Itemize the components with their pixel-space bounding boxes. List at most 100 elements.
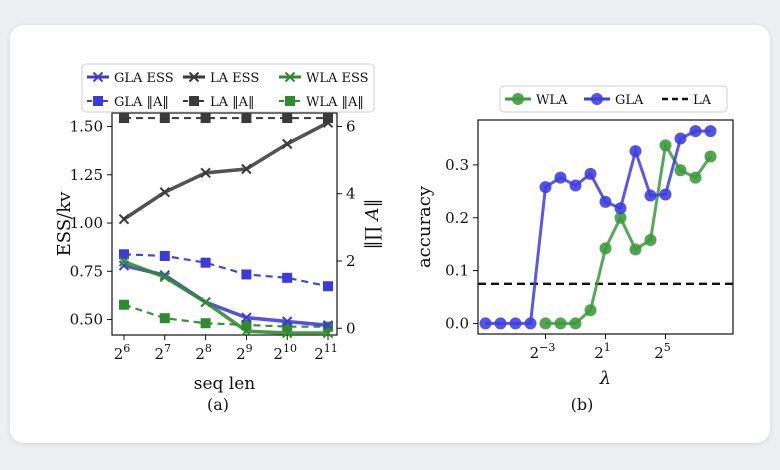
data-point: [539, 317, 552, 330]
panel-b: 0.0 0.1 0.2 0.3 2−3 21 25 λ accuracy (b) WLA GLA LA: [414, 85, 734, 414]
data-point: [282, 321, 293, 332]
y-tick-label: 1.25: [70, 166, 103, 184]
data-point: [159, 250, 170, 261]
y-tick-label: 0.2: [445, 209, 469, 227]
data-point: [509, 317, 522, 330]
series-gla-a: [119, 249, 333, 292]
data-point: [569, 317, 582, 330]
y-tick-label: 1.00: [70, 214, 103, 232]
x-tick-label: 211: [314, 342, 338, 363]
data-point: [674, 164, 687, 177]
y-right-tick-label: 0: [346, 319, 356, 337]
plot-frame: [477, 119, 734, 335]
data-point: [119, 113, 129, 124]
data-point: [241, 312, 252, 323]
y-tick-label: 0.3: [445, 156, 469, 174]
series-line: [123, 303, 328, 328]
legend-label: LA: [693, 93, 712, 108]
data-point: [322, 117, 334, 128]
legend-entry-la-a: LA ‖A‖: [183, 95, 255, 110]
x-tick-label: 26: [114, 342, 131, 363]
data-point: [241, 319, 252, 330]
legend-a: GLA ESS LA ESS WLA ESS GLA ‖A‖ LA ‖A‖ WLA ‖A‖: [81, 63, 375, 113]
legend-b: WLA GLA LA: [499, 85, 728, 113]
legend-swatch-marker: [92, 71, 104, 83]
y-axis-label: accuracy: [414, 185, 435, 268]
data-point: [200, 113, 211, 124]
series-la-a: [119, 113, 333, 124]
data-point: [704, 150, 717, 163]
y-right-axis-label: ‖∏ A‖: [362, 198, 383, 249]
x-tick-label: 21: [594, 341, 611, 362]
data-point: [159, 113, 170, 124]
series-gla: [479, 125, 717, 330]
data-point: [689, 171, 702, 184]
x-tick-label: 210: [273, 342, 297, 363]
legend-swatch-marker: [189, 96, 199, 106]
legend-swatch-marker: [512, 93, 524, 105]
series-line: [123, 259, 328, 335]
data-point: [554, 171, 567, 184]
y-tick-label: 0.1: [445, 262, 469, 280]
series-line: [123, 121, 329, 221]
data-point: [159, 271, 171, 283]
data-point: [118, 213, 130, 225]
legend-entry-la-ess: LA ESS: [183, 71, 259, 86]
series-la-ess: [118, 117, 334, 225]
data-point: [118, 256, 130, 267]
legend-label: WLA: [536, 93, 568, 108]
x-tick-label: 2−3: [530, 341, 556, 362]
x-tick-label: 27: [155, 342, 172, 363]
data-point: [241, 269, 252, 280]
y-right-tick-label: 6: [346, 117, 356, 135]
data-point: [614, 211, 627, 224]
legend-label: WLA ‖A‖: [306, 95, 364, 110]
legend-entry-gla-a: GLA ‖A‖: [87, 95, 169, 110]
data-point: [554, 317, 567, 330]
y-right-tick-label: 2: [346, 252, 356, 270]
y-axis-label: ESS/kv: [54, 191, 75, 256]
y-tick-label: 0.0: [445, 314, 469, 332]
data-point: [281, 138, 293, 150]
data-point: [200, 167, 211, 179]
data-point: [494, 317, 507, 330]
data-point: [479, 317, 492, 330]
legend-entry-wla: WLA: [505, 93, 568, 108]
data-point: [659, 139, 672, 152]
data-point: [241, 113, 252, 124]
data-point: [674, 132, 687, 145]
legend-swatch-marker: [93, 96, 103, 106]
y-tick-label: 0.75: [70, 262, 103, 280]
data-point: [629, 243, 642, 256]
data-point: [241, 163, 252, 175]
data-point: [659, 188, 672, 201]
legend-entry-wla-ess: WLA ESS: [279, 71, 369, 86]
x-tick-label: 29: [236, 342, 253, 363]
data-point: [200, 257, 211, 268]
data-point: [644, 189, 657, 202]
legend-label: LA ESS: [210, 71, 259, 86]
data-point: [200, 296, 211, 308]
data-point: [241, 325, 252, 337]
data-point: [629, 145, 642, 158]
plot-frame: [111, 112, 338, 336]
data-point: [584, 304, 597, 317]
y-tick-label: 0.50: [70, 311, 103, 329]
data-point: [322, 327, 334, 339]
data-point: [689, 125, 702, 138]
x-tick-label: 25: [654, 341, 671, 362]
data-point: [599, 195, 612, 208]
data-point: [119, 299, 129, 310]
legend-label: WLA ESS: [306, 71, 369, 86]
data-point: [281, 327, 293, 339]
legend-entry-gla-ess: GLA ESS: [87, 71, 174, 86]
legend-label: GLA: [615, 93, 644, 108]
legend-entry-gla: GLA: [584, 93, 644, 108]
series-wla: [539, 139, 717, 330]
x-tick-label: 28: [195, 342, 212, 363]
data-point: [159, 313, 170, 324]
legend-box: [499, 85, 728, 113]
legend-label: LA ‖A‖: [210, 95, 255, 110]
data-point: [704, 125, 717, 138]
